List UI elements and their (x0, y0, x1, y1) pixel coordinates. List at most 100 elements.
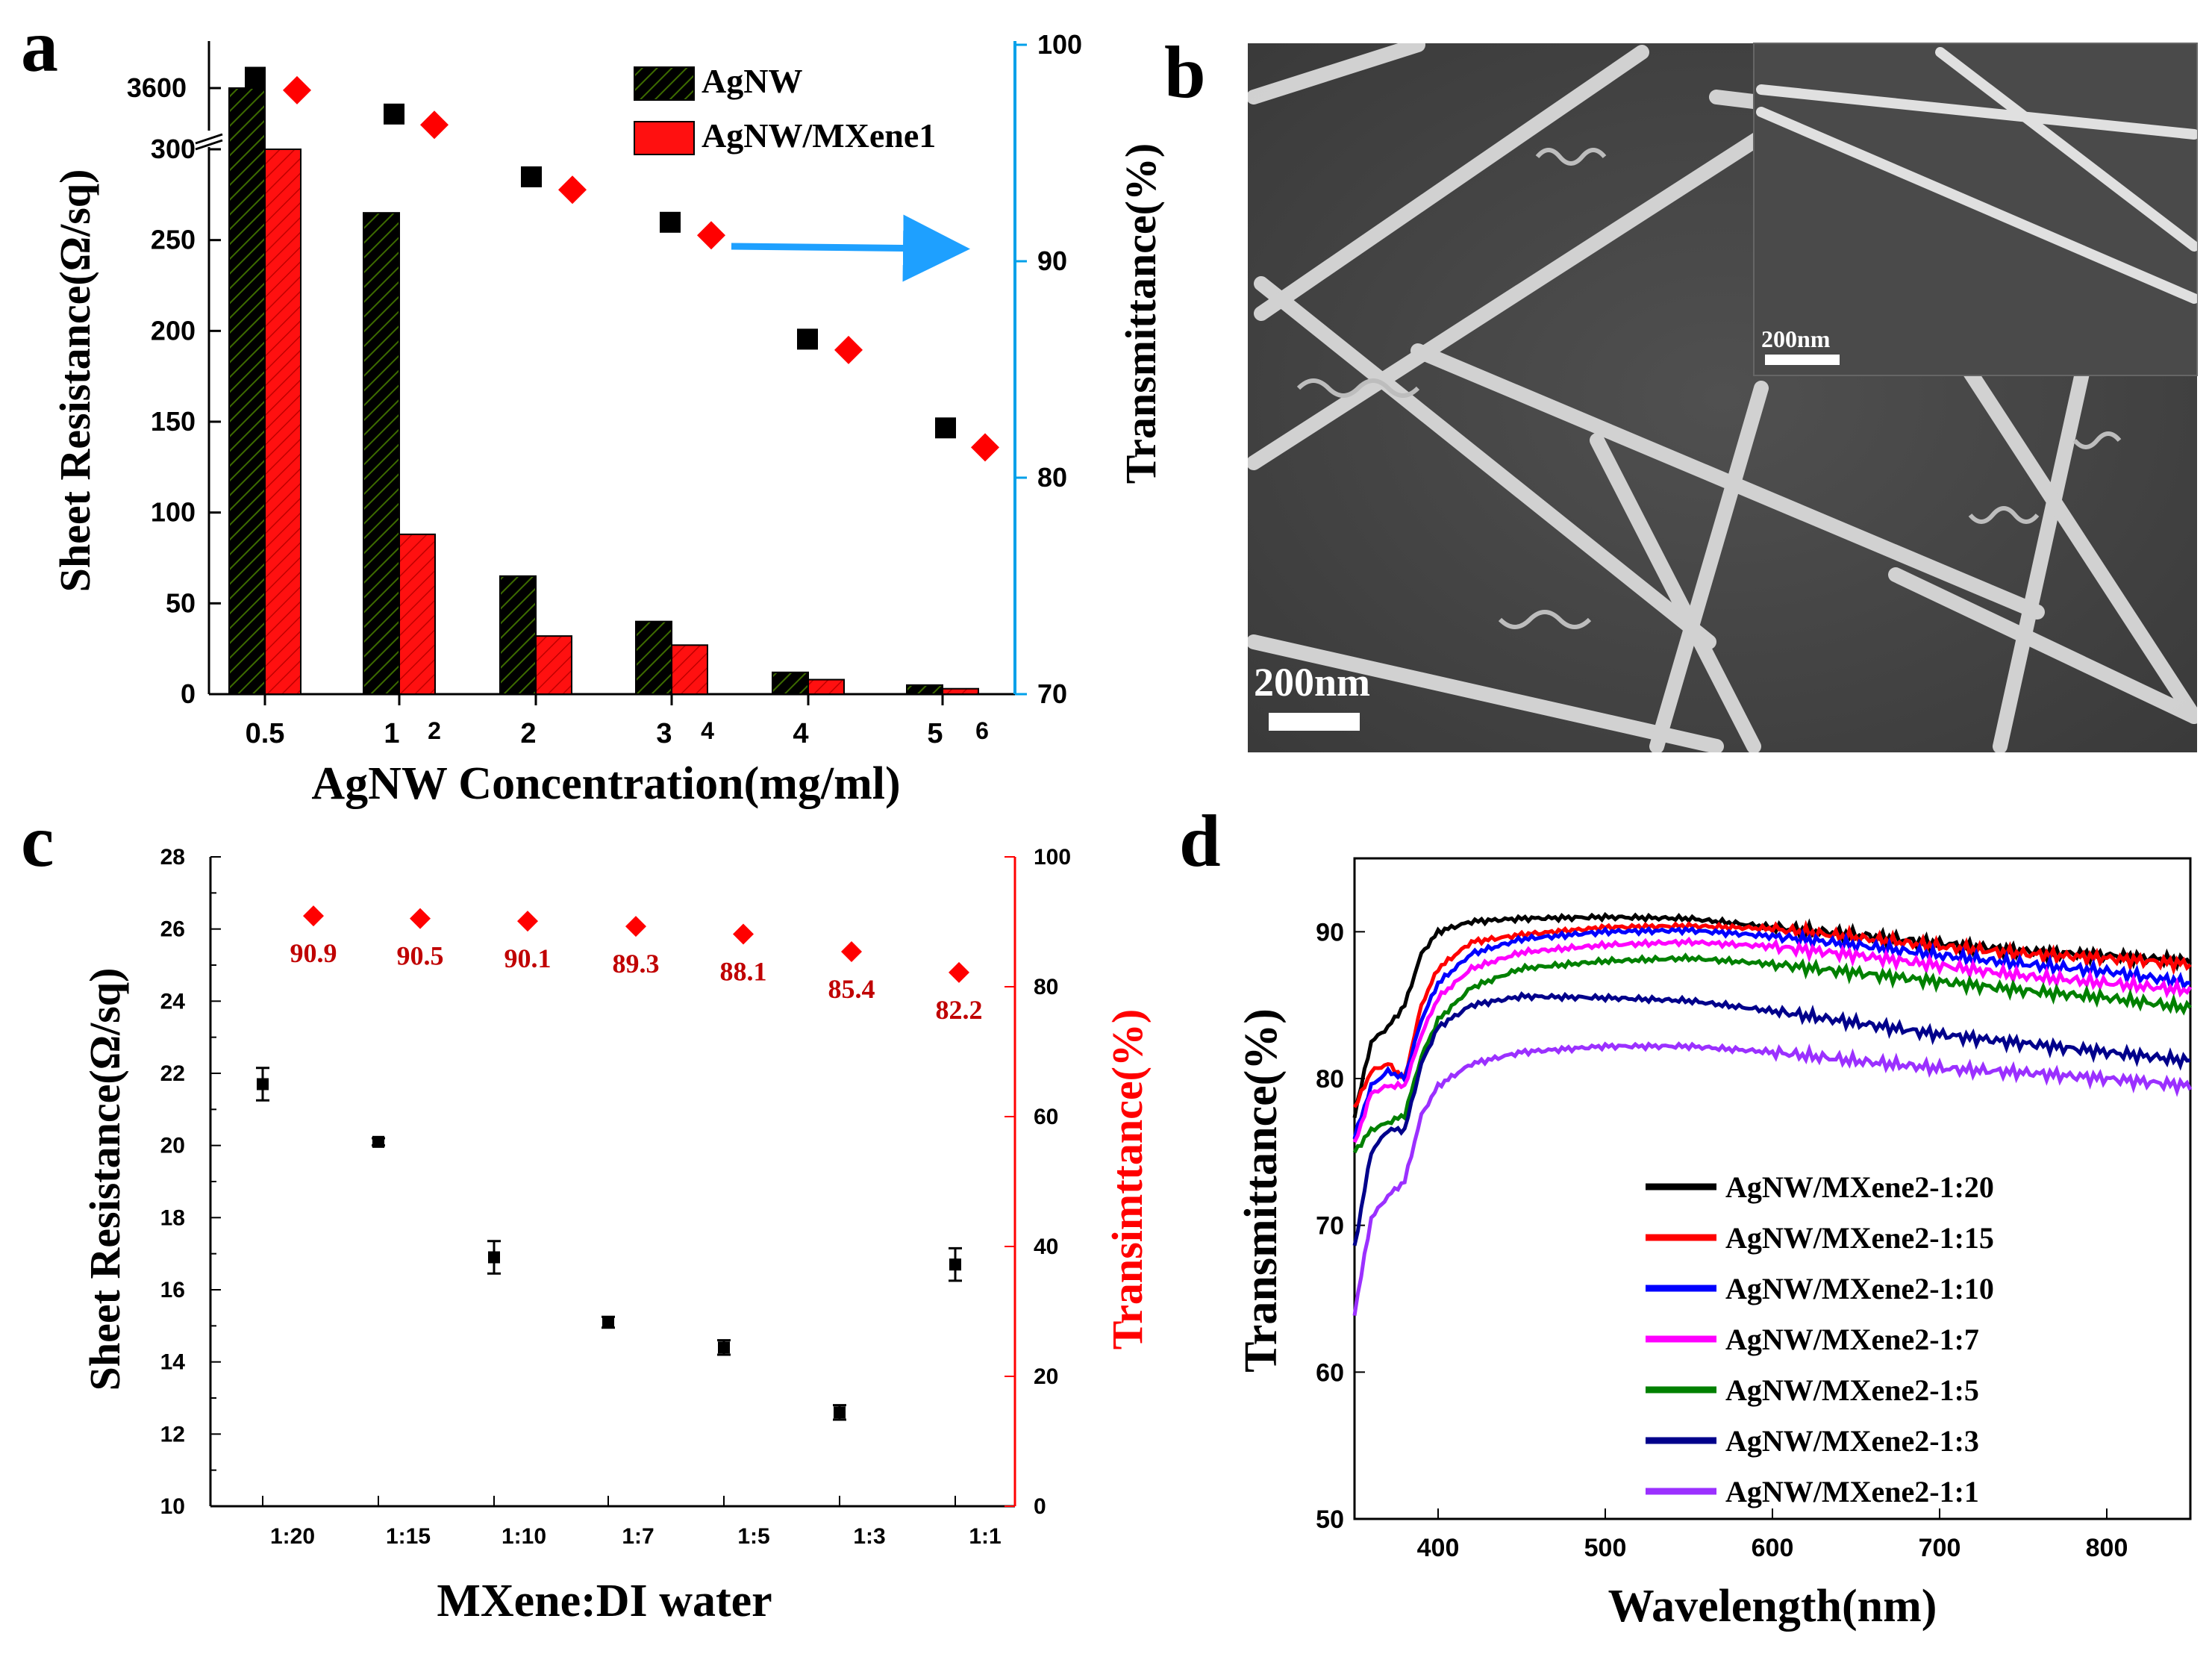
c-ytick-label: 10 (160, 1494, 185, 1519)
c-transmittance-label: 90.9 (290, 938, 337, 968)
a-transmittance-point-agnw (660, 211, 681, 233)
a-legend: AgNW AgNW/MXene1 (634, 62, 936, 155)
c-y2tick-label: 80 (1034, 975, 1058, 999)
c-ytick-label: 20 (160, 1134, 185, 1158)
a-xtick-label-extra: 6 (975, 717, 989, 744)
a-y2tick-label: 90 (1037, 246, 1067, 276)
a-xtick-label: 4 (793, 718, 808, 749)
a-legend-label-mxene: AgNW/MXene1 (702, 116, 936, 155)
a-transmittance-point-agnw (521, 166, 542, 187)
a-xlabel: AgNW Concentration(mg/ml) (311, 758, 900, 809)
a-transmittance-arrow (731, 214, 970, 282)
c-xtick-label: 1:3 (853, 1524, 885, 1549)
a-transmittance-point-mxene (834, 335, 863, 364)
a-legend-swatch-agnw (634, 66, 695, 101)
c-transmittance-point (303, 905, 324, 927)
a-axis-break (195, 131, 223, 151)
c-xtick-label: 1:7 (622, 1524, 654, 1549)
panel-letter-d: d (1179, 799, 1221, 882)
a-transmittance-point-mxene (283, 75, 311, 104)
d-ytick-label: 80 (1316, 1065, 1344, 1093)
d-line-agnw-mxene2-1-7 (1352, 936, 2193, 1143)
d-ytick-label: 70 (1316, 1212, 1344, 1241)
c-transmittance-point (841, 941, 862, 963)
c-y2tick-label: 60 (1034, 1105, 1058, 1129)
d-ytick-label: 90 (1316, 918, 1344, 946)
panel-b-sem-image: 200nm 200nm (1248, 43, 2198, 752)
a-bar-mxene-1 (399, 533, 436, 695)
d-xtick-label: 800 (2086, 1534, 2128, 1562)
c-xlabel: MXene:DI water (437, 1576, 772, 1626)
c-xtick-label: 1:5 (737, 1524, 769, 1549)
d-ytick-label: 50 (1316, 1505, 1344, 1534)
a-transmittance-point-mxene (558, 175, 587, 205)
d-xtick-label: 500 (1584, 1534, 1627, 1562)
d-line-agnw-mxene2-1-1 (1352, 1041, 2193, 1316)
c-resistance-point (834, 1406, 846, 1419)
a-ytick-label: 150 (151, 406, 196, 437)
c-transmittance-label: 90.1 (504, 943, 552, 973)
a-transmittance-point-agnw (797, 328, 818, 350)
panel-letter-b: b (1164, 31, 1206, 113)
d-line-agnw-mxene2-1-5 (1352, 952, 2192, 1154)
c-transmittance-label: 90.5 (397, 941, 444, 971)
panel-a-chart: 0 50 100 150 200 250 300 3600 0.5 1 2 3 4 5 2 4 6 70 80 9… (51, 29, 1165, 809)
d-legend-label: AgNW/MXene2-1:3 (1725, 1424, 1979, 1458)
c-y2label: Transimttance(%) (1103, 1009, 1152, 1349)
a-ytick-label: 0 (181, 678, 196, 709)
d-legend-label: AgNW/MXene2-1:7 (1725, 1323, 1979, 1356)
d-ylabel: Transmittance(%) (1236, 1008, 1287, 1373)
a-xtick-label-extra: 2 (428, 717, 441, 744)
d-legend-label: AgNW/MXene2-1:5 (1725, 1373, 1979, 1407)
c-ytick-label: 14 (160, 1350, 186, 1375)
d-legend-label: AgNW/MXene2-1:1 (1725, 1475, 1979, 1508)
a-bar-agnw-3 (635, 620, 672, 696)
d-line-agnw-mxene2-1-3 (1352, 991, 2191, 1246)
sem-scale-label: 200nm (1254, 660, 1370, 705)
c-transmittance-point (733, 923, 754, 945)
c-ytick-label: 24 (160, 989, 186, 1014)
c-resistance-point (718, 1341, 730, 1354)
a-ytick-label: 250 (151, 225, 196, 255)
a-transmittance-point-agnw (935, 417, 956, 439)
a-bar-agnw-1 (363, 212, 400, 695)
sem-inset-scale-bar (1765, 355, 1840, 365)
a-ytick-label: 300 (151, 134, 196, 164)
c-resistance-point (602, 1316, 614, 1329)
c-transmittance-point (625, 916, 646, 937)
panel-letter-c: c (21, 799, 54, 882)
c-ytick-label: 12 (160, 1422, 185, 1447)
a-bar-mxene-5 (942, 687, 979, 696)
a-bar-mxene-4 (807, 678, 845, 695)
a-xtick-label: 1 (384, 718, 399, 749)
a-ytick-label-top: 3600 (127, 72, 187, 103)
a-ytick-label: 50 (166, 587, 196, 618)
panel-c-chart: 10 12 14 16 18 20 22 24 26 28 0 20 40 60 80 100 1:20 1:… (81, 845, 1152, 1626)
a-legend-swatch-mxene (634, 121, 695, 155)
c-resistance-point (372, 1135, 384, 1148)
c-y2tick-label: 0 (1034, 1494, 1046, 1519)
c-y2tick-label: 100 (1034, 845, 1071, 870)
c-y2tick-label: 20 (1034, 1364, 1058, 1389)
sem-inset-nanowires (1756, 47, 2197, 304)
a-ytick-label: 200 (151, 315, 196, 346)
d-line-agnw-mxene2-1-10 (1352, 926, 2191, 1140)
a-xtick-label: 3 (656, 718, 672, 749)
c-ytick-label: 22 (160, 1061, 185, 1086)
a-xtick-label-extra: 4 (701, 717, 714, 744)
a-ytick-label: 100 (151, 497, 196, 528)
d-line-agnw-mxene2-1-20 (1352, 911, 2192, 1119)
c-xtick-label: 1:1 (969, 1524, 1001, 1549)
a-bar-agnw-0 (228, 87, 266, 695)
a-bar-mxene-2 (535, 635, 572, 696)
c-xtick-label: 1:10 (502, 1524, 546, 1549)
a-bar-agnw-4 (772, 671, 809, 695)
d-xtick-label: 600 (1752, 1534, 1794, 1562)
a-transmittance-point-mxene (697, 221, 725, 250)
c-ytick-label: 18 (160, 1205, 185, 1230)
sem-inset-scale-label: 200nm (1761, 325, 1831, 352)
c-resistance-point (488, 1251, 500, 1264)
a-bar-agnw-2 (499, 575, 537, 695)
a-transmittance-point-agnw (384, 103, 404, 125)
